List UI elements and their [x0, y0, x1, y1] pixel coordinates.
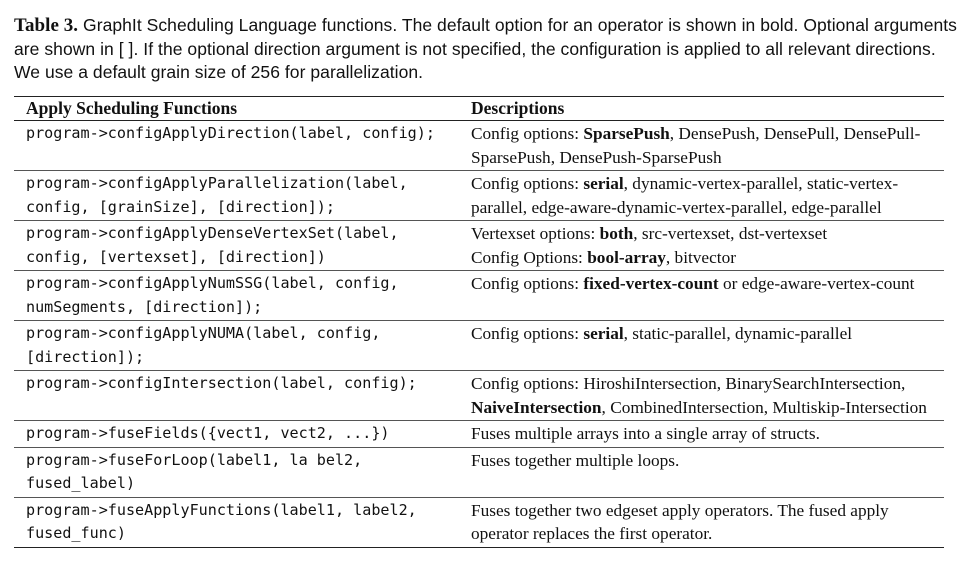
- table-row: program->configApplyParallelization(labe…: [14, 170, 944, 221]
- description-cell: Config options: serial, dynamic-vertex-p…: [462, 170, 944, 221]
- function-signature-cell: program->configApplyDenseVertexSet(label…: [14, 220, 462, 271]
- table-header-row: Apply Scheduling Functions Descriptions: [14, 96, 944, 121]
- table-body: program->configApplyDirection(label, con…: [14, 120, 944, 548]
- function-signature-line: config, [vertexset], [direction]): [26, 247, 326, 266]
- table-row: program->configApplyDirection(label, con…: [14, 120, 944, 171]
- description-text: Config Options:: [471, 247, 588, 267]
- function-signature-line: program->configApplyParallelization(labe…: [26, 174, 408, 192]
- function-signature-line: config, [grainSize], [direction]);: [26, 197, 335, 216]
- description-text: Config options:: [471, 324, 584, 343]
- function-signature-line: program->configApplyNUMA(label, config,: [26, 324, 381, 342]
- function-signature-line: fused_label): [26, 474, 136, 492]
- function-signature-cell: program->configApplyNumSSG(label, config…: [14, 270, 462, 321]
- description-cell: Config options: serial, static-parallel,…: [462, 320, 944, 371]
- caption-text: GraphIt Scheduling Language functions. T…: [14, 15, 957, 82]
- description-cell: Fuses together multiple loops.: [462, 447, 944, 498]
- description-cell: Vertexset options: both, src-vertexset, …: [462, 220, 944, 271]
- description-text: Config options:: [471, 274, 584, 293]
- function-signature-cell: program->fuseForLoop(label1, la bel2, fus…: [14, 447, 462, 498]
- table-caption: Table 3. GraphIt Scheduling Language fun…: [14, 14, 964, 85]
- default-option-text: serial: [583, 324, 624, 343]
- function-signature-cell: program->fuseFields({vect1, vect2, ...}): [14, 420, 462, 448]
- table-row: program->fuseApplyFunctions(label1, labe…: [14, 497, 944, 548]
- function-signature-cell: program->fuseApplyFunctions(label1, labe…: [14, 497, 462, 548]
- description-cell: Fuses together two edgeset apply operato…: [462, 497, 944, 548]
- function-signature-line: program->configIntersection(label, confi…: [26, 374, 417, 392]
- default-option-text: fixed-vertex-count: [583, 274, 719, 293]
- function-signature-line: program->fuseApplyFunctions(label1, labe…: [26, 500, 417, 519]
- description-text: or edge-aware-vertex-count: [718, 274, 915, 293]
- table-row: program->configIntersection(label, confi…: [14, 370, 944, 421]
- function-signature-cell: program->configIntersection(label, confi…: [14, 370, 462, 421]
- description-text: , static-parallel, dynamic-parallel: [623, 324, 853, 343]
- table-row: program->configApplyNumSSG(label, config…: [14, 270, 944, 321]
- default-option-text: NaiveIntersection: [471, 397, 602, 417]
- default-option-text: both: [599, 224, 634, 243]
- description-cell: Config options: SparsePush, DensePush, D…: [462, 120, 944, 171]
- default-option-text: SparsePush: [583, 124, 670, 143]
- description-text: Fuses together two edgeset apply operato…: [471, 500, 889, 544]
- table-row: program->fuseFields({vect1, vect2, ...})…: [14, 420, 944, 448]
- table-row: program->fuseForLoop(label1, la bel2, fus…: [14, 447, 944, 498]
- table-row: program->configApplyDenseVertexSet(label…: [14, 220, 944, 271]
- description-text: , dynamic-vertex-parallel, static-vertex…: [471, 174, 899, 217]
- description-text: Fuses multiple arrays into a single arra…: [471, 424, 820, 443]
- function-signature-line: program->configApplyDirection(label, con…: [26, 124, 435, 142]
- description-cell: Config options: fixed-vertex-count or ed…: [462, 270, 944, 321]
- column-header-functions: Apply Scheduling Functions: [14, 96, 462, 121]
- scheduling-functions-table: Apply Scheduling Functions Descriptions …: [14, 96, 944, 548]
- function-signature-cell: program->configApplyDirection(label, con…: [14, 120, 462, 171]
- function-signature-line: [direction]);: [26, 347, 145, 366]
- column-header-descriptions: Descriptions: [462, 96, 944, 121]
- table-label: Table 3.: [14, 15, 79, 36]
- function-signature-cell: program->configApplyParallelization(labe…: [14, 170, 462, 221]
- default-option-text: serial: [583, 174, 624, 193]
- description-cell: Config options: HiroshiIntersection, Bin…: [462, 370, 944, 421]
- function-signature-line: numSegments, [direction]);: [26, 297, 263, 316]
- description-text: , DensePush, DensePull, DensePull-Sparse…: [471, 124, 921, 167]
- description-text: Fuses together multiple loops.: [471, 450, 680, 470]
- description-text: Vertexset options:: [471, 224, 600, 243]
- description-text: Config options:: [471, 174, 584, 193]
- function-signature-cell: program->configApplyNUMA(label, config, […: [14, 320, 462, 371]
- description-text: Config options: HiroshiIntersection, Bin…: [471, 374, 906, 393]
- description-text: , bitvector: [665, 247, 736, 267]
- function-signature-line: fused_func): [26, 524, 126, 542]
- function-signature-line: program->fuseForLoop(label1, la bel2,: [26, 450, 363, 469]
- description-text: , CombinedIntersection, Multiskip-Inters…: [601, 397, 927, 417]
- function-signature-line: program->configApplyNumSSG(label, config…: [26, 274, 399, 292]
- function-signature-line: program->configApplyDenseVertexSet(label…: [26, 224, 399, 242]
- table-row: program->configApplyNUMA(label, config, […: [14, 320, 944, 371]
- default-option-text: bool-array: [587, 247, 666, 267]
- description-text: , src-vertexset, dst-vertexset: [633, 224, 828, 243]
- function-signature-line: program->fuseFields({vect1, vect2, ...}): [26, 424, 390, 442]
- description-cell: Fuses multiple arrays into a single arra…: [462, 420, 944, 448]
- description-text: Config options:: [471, 124, 584, 143]
